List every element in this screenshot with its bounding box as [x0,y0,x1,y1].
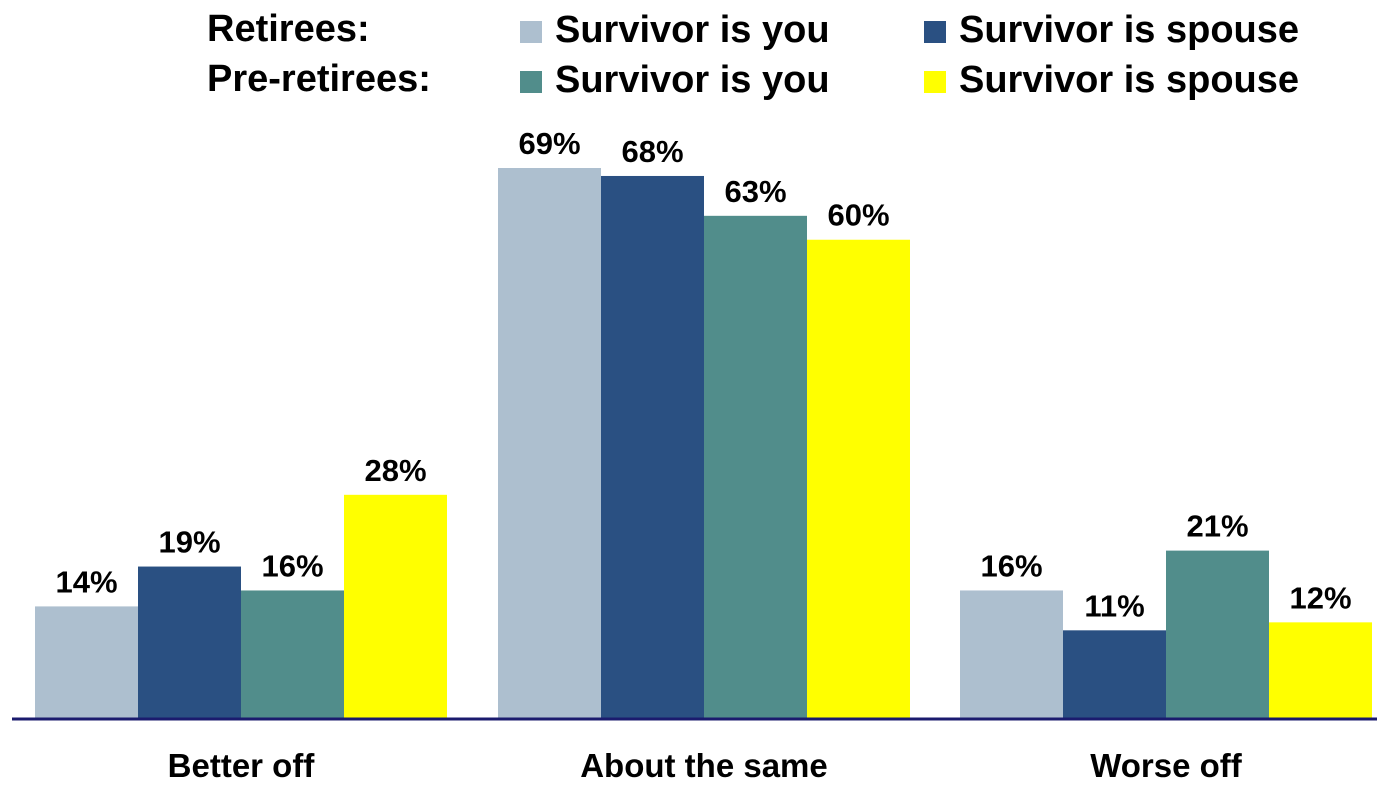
legend-group-label-retirees: Retirees: [207,8,370,50]
data-label: 68% [621,134,683,169]
bar [241,590,344,718]
data-label: 14% [55,564,117,599]
data-label: 21% [1186,509,1248,544]
data-label: 60% [827,198,889,233]
bar [960,590,1063,718]
bar [498,168,601,718]
bar [1166,550,1269,718]
category-label: Worse off [1090,747,1243,784]
data-label: 16% [980,548,1042,583]
data-label: 12% [1289,580,1351,615]
bar [138,566,241,718]
data-label: 28% [364,453,426,488]
legend-swatch [924,21,946,43]
bar [344,494,447,718]
bar [807,239,910,718]
legend-swatch [520,21,542,43]
legend-entry-label: Survivor is you [555,9,830,51]
bar [1269,622,1372,718]
data-label: 11% [1084,588,1144,623]
data-label: 69% [518,126,580,161]
bar [35,606,138,718]
legend-entry-label: Survivor is spouse [959,9,1300,51]
category-label: About the same [580,747,828,784]
legend-swatch [520,71,542,93]
bar [1063,630,1166,718]
data-label: 19% [158,525,220,560]
category-label: Better off [168,747,316,784]
legend-swatch [924,71,946,93]
legend-entry-label: Survivor is you [555,59,830,101]
bar [601,175,704,718]
legend-group-label-pre-retirees: Pre-retirees: [207,58,431,100]
data-label: 16% [261,548,323,583]
legend: Retirees: Survivor is you Survivor is sp… [0,0,1377,110]
bar [704,215,807,718]
legend-entry-label: Survivor is spouse [959,59,1300,101]
data-label: 63% [724,174,786,209]
